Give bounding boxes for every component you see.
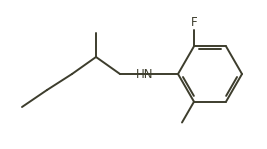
Text: F: F	[191, 16, 197, 29]
Text: HN: HN	[136, 67, 154, 80]
